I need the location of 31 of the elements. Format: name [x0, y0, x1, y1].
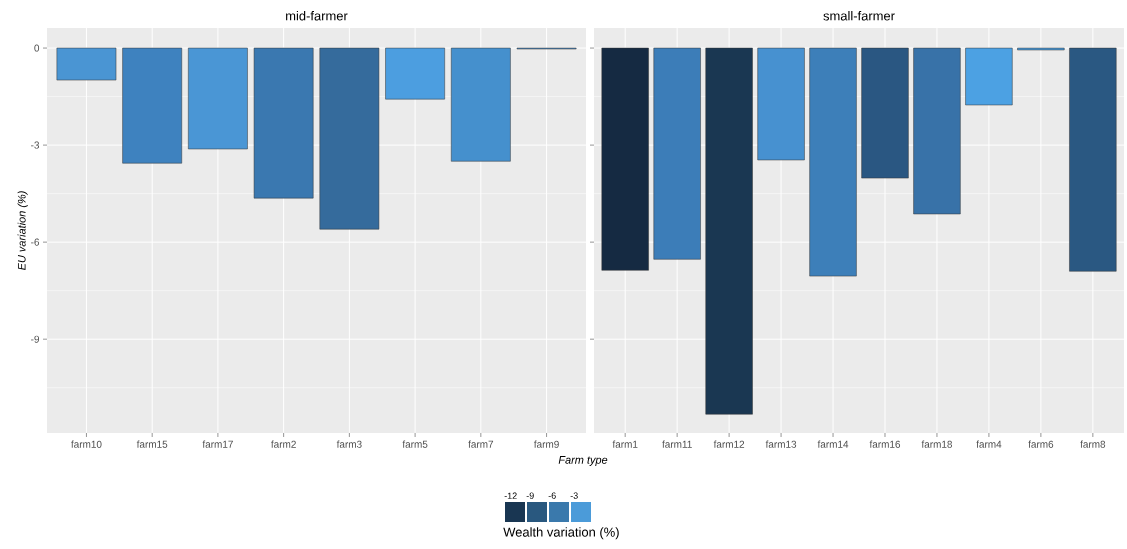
color-bar-label: -9 — [526, 492, 534, 499]
color-bar-label: -3 — [570, 492, 578, 499]
x-tick-label: farm4 — [976, 440, 1002, 448]
x-tick-label: farm16 — [869, 440, 901, 448]
x-tick-label: farm10 — [71, 440, 102, 448]
chart-title: small-farmer — [823, 10, 895, 21]
y-axis-title: EU variation (%) — [17, 191, 28, 271]
x-axis-title: Farm type — [558, 456, 608, 466]
x-tick-label: farm6 — [1028, 440, 1054, 448]
chart-title: mid-farmer — [286, 10, 348, 21]
x-tick-label: farm1 — [612, 440, 638, 448]
x-tick-label: farm7 — [468, 440, 494, 448]
x-tick-label: farm17 — [202, 440, 233, 448]
y-tick-label: -3 — [31, 141, 40, 149]
x-tick-label: farm11 — [662, 440, 692, 448]
x-tick-label: farm14 — [817, 440, 849, 448]
color-bar-title: Wealth variation (%) — [503, 527, 619, 540]
x-tick-label: farm5 — [402, 440, 428, 448]
x-tick-label: farm12 — [713, 440, 745, 448]
y-tick-label: 0 — [34, 44, 40, 52]
x-tick-label: farm15 — [136, 440, 168, 448]
color-bar-label: -12 — [504, 492, 517, 499]
x-tick-label: farm18 — [921, 440, 953, 448]
x-tick-label: farm2 — [271, 440, 296, 448]
y-tick-label: -6 — [31, 238, 40, 246]
x-tick-label: farm8 — [1080, 440, 1106, 448]
x-tick-label: farm13 — [765, 440, 797, 448]
y-tick-label: -9 — [31, 335, 40, 343]
color-bar-label: -6 — [548, 492, 556, 499]
x-tick-label: farm9 — [533, 440, 559, 448]
x-tick-label: farm3 — [336, 440, 362, 448]
